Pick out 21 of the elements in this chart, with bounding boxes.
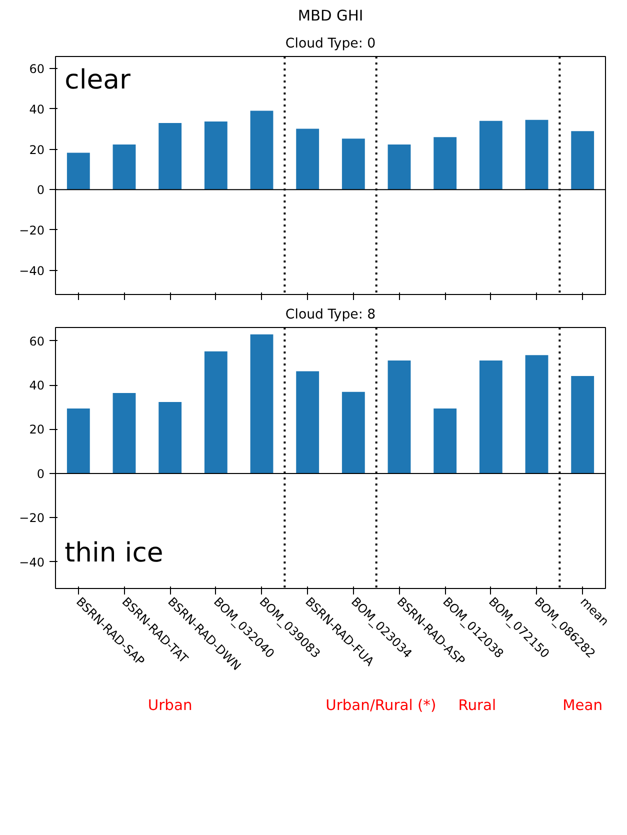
y-tick-label: 0 xyxy=(36,466,45,481)
y-tick-label: 0 xyxy=(36,183,45,198)
y-tick-label: 60 xyxy=(29,334,45,348)
chart-subtitle: Cloud Type: 8 xyxy=(285,308,376,322)
text: Rural xyxy=(458,697,496,714)
y-tick-label: 60 xyxy=(29,62,45,76)
y-tick-label: 20 xyxy=(29,422,45,437)
text: Urban xyxy=(148,697,192,714)
chart-subtitle: Cloud Type: 0 xyxy=(285,36,376,52)
y-tick-label: −40 xyxy=(19,264,45,278)
annotation: thin ice xyxy=(64,538,164,568)
annotation: clear xyxy=(64,64,130,96)
chart-title: MBD GHI xyxy=(298,8,364,24)
y-tick-label: 40 xyxy=(29,102,45,116)
y-tick-label: −40 xyxy=(19,555,45,570)
y-tick-label: −20 xyxy=(19,511,45,526)
y-tick-label: 40 xyxy=(29,378,45,393)
y-tick-label: −20 xyxy=(19,223,45,238)
text: Urban/Rural (*) xyxy=(326,697,436,714)
text: Mean xyxy=(562,697,603,714)
y-tick-label: 20 xyxy=(29,142,45,157)
